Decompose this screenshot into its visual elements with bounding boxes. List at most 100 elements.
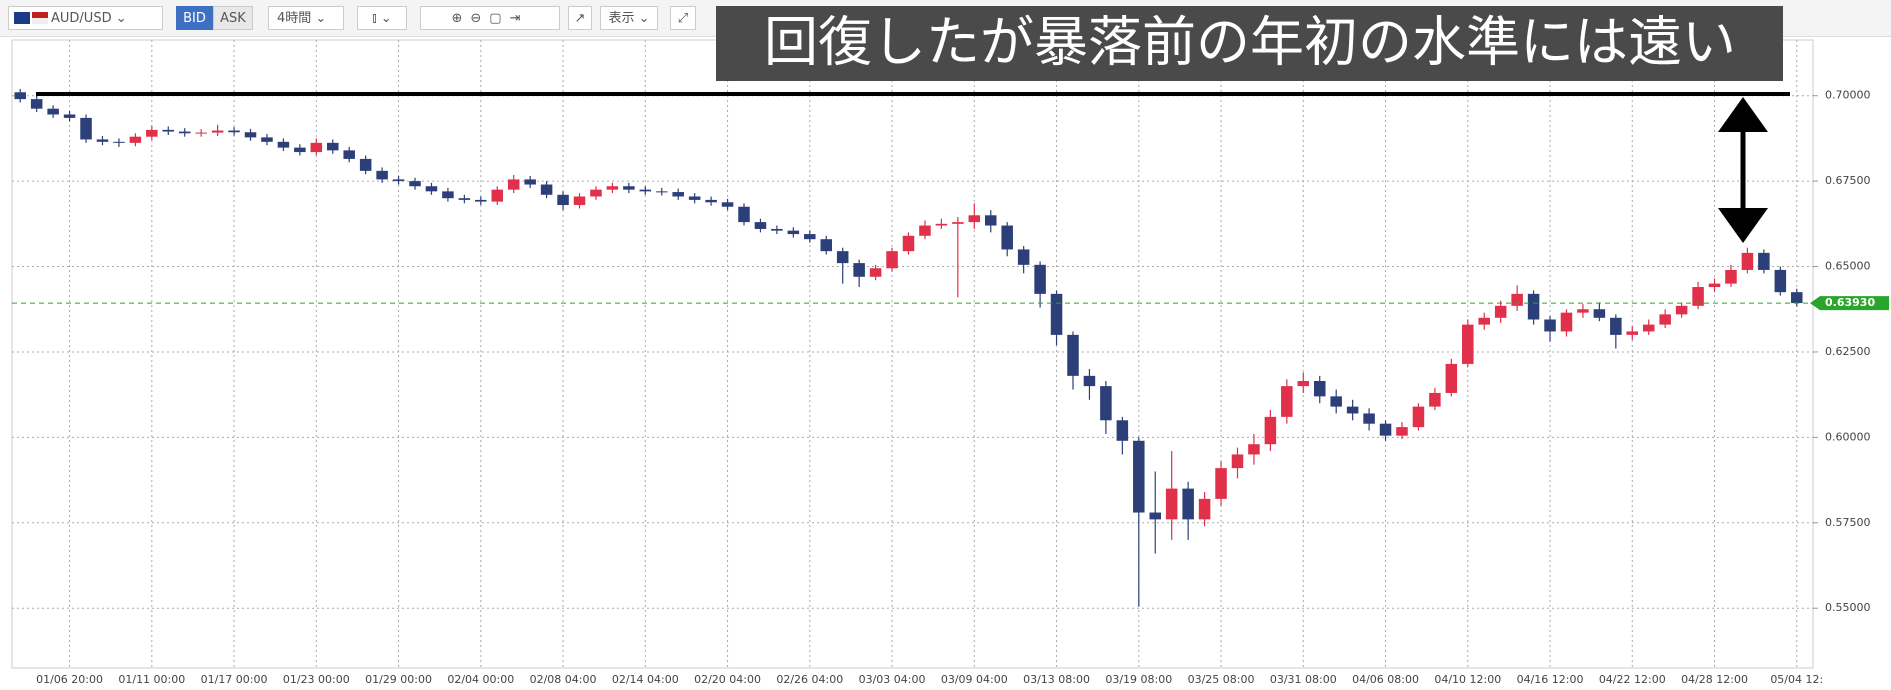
- candle-body: [162, 129, 175, 132]
- arrow-head-down: [1718, 208, 1768, 243]
- candle-body: [804, 234, 816, 240]
- flag-au: [14, 12, 30, 24]
- candle-body: [1544, 319, 1556, 332]
- candle-body: [146, 129, 158, 137]
- candle-body: [1527, 293, 1540, 320]
- candle-body: [787, 230, 800, 235]
- candle-body: [30, 99, 43, 109]
- candle-body: [688, 196, 701, 200]
- x-tick-label: 01/11 00:00: [118, 673, 185, 686]
- candle-body: [1231, 454, 1244, 469]
- x-tick-label: 05/04 12:: [1770, 673, 1823, 686]
- candle-body: [343, 150, 355, 159]
- candle-body: [1001, 225, 1013, 250]
- x-tick-label: 01/06 20:00: [36, 673, 103, 686]
- candle-body: [1758, 252, 1770, 270]
- candle-body: [984, 215, 997, 226]
- candle-body: [129, 136, 142, 143]
- candle-body: [1165, 488, 1178, 520]
- bid-button[interactable]: BID: [176, 6, 213, 30]
- candle-body: [1182, 488, 1194, 520]
- interval: 4時間: [277, 11, 312, 26]
- candle-body: [1511, 293, 1523, 306]
- candle-body: [771, 228, 783, 231]
- candle-body: [277, 141, 290, 148]
- candle-body: [754, 222, 767, 229]
- y-tick-label: 0.62500: [1825, 345, 1871, 358]
- candle-body: [1248, 444, 1260, 455]
- candle-body: [705, 199, 717, 203]
- x-tick-label: 03/25 08:00: [1188, 673, 1255, 686]
- x-tick-label: 02/20 04:00: [694, 673, 761, 686]
- candle-body: [47, 108, 59, 115]
- candle-body: [935, 223, 948, 226]
- zoom-tools[interactable]: ⊕⊖▢⇥: [420, 6, 560, 30]
- candle-body: [820, 239, 833, 252]
- x-tick-label: 03/31 08:00: [1270, 673, 1337, 686]
- chart-type[interactable]: ⫾ ⌄: [357, 6, 407, 30]
- candle-body: [968, 215, 981, 223]
- interval-select[interactable]: 4時間 ⌄: [268, 6, 344, 30]
- candle-body: [475, 199, 487, 202]
- candle-body: [1692, 287, 1704, 306]
- candle-body: [738, 206, 750, 223]
- draw-tool[interactable]: ↗: [568, 6, 592, 30]
- view-select[interactable]: 表示 ⌄: [600, 6, 658, 30]
- candle-body: [1626, 331, 1639, 335]
- candle-body: [557, 194, 569, 206]
- plot-frame: [11, 39, 1814, 669]
- y-tick-label: 0.65000: [1825, 260, 1871, 273]
- x-tick-label: 03/19 08:00: [1105, 673, 1172, 686]
- candle-body: [853, 263, 865, 277]
- y-tick-label: 0.57500: [1825, 516, 1871, 529]
- candle-body: [1494, 305, 1507, 318]
- candle-body: [886, 251, 898, 269]
- candle-body: [1281, 386, 1293, 417]
- candle-body: [195, 132, 207, 134]
- candle-body: [1462, 324, 1474, 364]
- current-price-label: 0.63930: [1825, 296, 1875, 309]
- candle-body: [721, 202, 734, 207]
- banner: [716, 6, 1783, 81]
- y-tick-label: 0.55000: [1825, 601, 1871, 614]
- candle-body: [836, 251, 849, 264]
- candle-body: [294, 147, 306, 153]
- candle-body: [1083, 375, 1096, 387]
- candle-body: [524, 179, 536, 185]
- candle-body: [14, 92, 26, 100]
- candle-body: [1577, 309, 1589, 313]
- candle-body: [1379, 423, 1392, 436]
- x-tick-label: 01/23 00:00: [283, 673, 350, 686]
- candle-body: [1133, 440, 1145, 513]
- candle-body: [409, 181, 421, 187]
- x-tick-label: 04/06 08:00: [1352, 673, 1419, 686]
- ask-button[interactable]: ASK: [213, 6, 253, 30]
- x-tick-label: 01/17 00:00: [201, 673, 268, 686]
- x-tick-label: 03/09 04:00: [941, 673, 1008, 686]
- expand-button[interactable]: ⤢: [670, 6, 696, 30]
- candle-body: [244, 132, 257, 138]
- candle-body: [63, 114, 76, 118]
- candle-body: [869, 268, 882, 277]
- candle-body: [902, 235, 915, 252]
- candle-body: [1330, 396, 1342, 407]
- candle-body: [1708, 283, 1721, 288]
- candle-body: [310, 142, 323, 153]
- flag-us: [32, 12, 48, 24]
- x-tick-label: 02/26 04:00: [776, 673, 843, 686]
- x-tick-label: 04/22 12:00: [1599, 673, 1666, 686]
- candle-body: [590, 189, 602, 197]
- candle-body: [1610, 317, 1622, 335]
- view: 表示: [608, 11, 635, 26]
- x-tick-label: 04/16 12:00: [1517, 673, 1584, 686]
- candle-body: [952, 222, 964, 224]
- candle-body: [392, 179, 405, 182]
- candle-body: [228, 130, 240, 133]
- candle-body: [1560, 312, 1573, 332]
- candle-body: [458, 198, 471, 200]
- candle-body: [1725, 269, 1737, 284]
- candle-body: [639, 189, 652, 192]
- x-tick-label: 02/14 04:00: [612, 673, 679, 686]
- x-tick-label: 01/29 00:00: [365, 673, 432, 686]
